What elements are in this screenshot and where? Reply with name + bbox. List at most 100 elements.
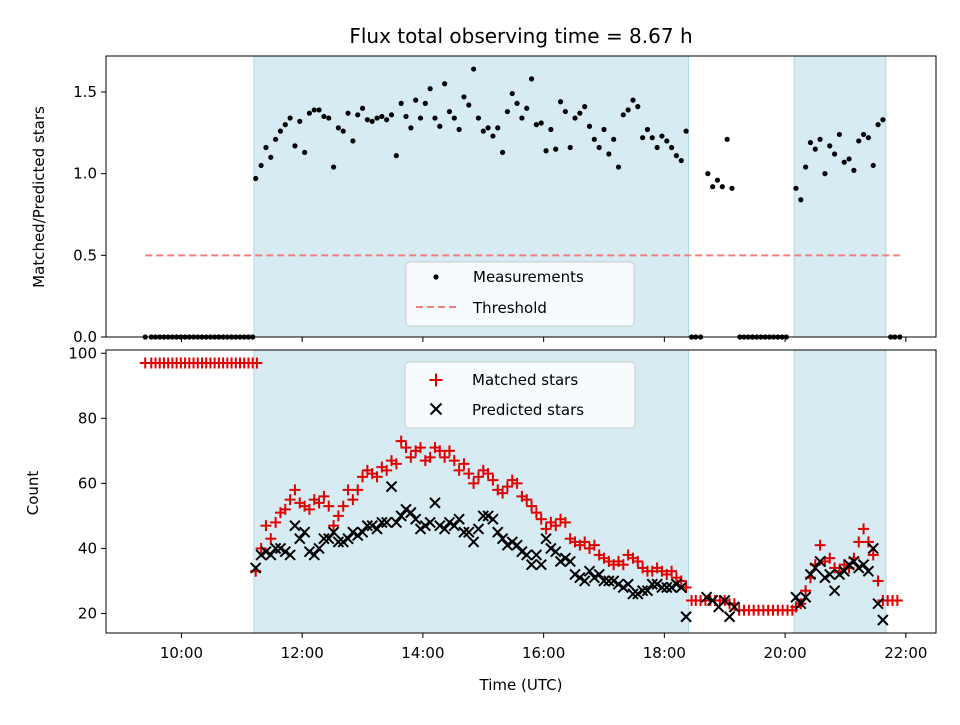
matched-star-marker [458,458,470,470]
bottom-panel: 20 40 60 80 100 10:00 12:00 14:00 16:00 18:00 20:0… [24,344,937,694]
predicted-star-marker [327,526,340,538]
predicted-star-marker-b [409,513,422,525]
predicted-star-marker [347,526,359,538]
predicted-star-marker [438,523,451,535]
measurement-point [475,115,482,121]
predicted-star-marker [843,558,855,571]
matched-star-marker [453,464,465,476]
predicted-star-marker-b [719,594,731,607]
measurement-point [306,110,313,116]
matched-star-marker [390,458,402,470]
matched-star-marker [872,575,884,587]
predicted-star-marker-b [665,581,678,594]
predicted-star-marker [313,542,325,555]
predicted-star-marker [550,545,562,558]
predicted-star-marker-b [617,581,630,594]
top-y-tick-label: 1.0 [73,165,97,183]
predicted-star-marker [607,575,620,587]
predicted-legend-marker [429,402,443,416]
predicted-star-marker-b [627,588,639,600]
measurement-point [437,123,443,129]
predicted-star-marker [838,565,850,577]
predicted-star-marker-b [419,519,432,532]
measurement-point [870,162,876,169]
measurement-point [548,126,554,133]
predicted-star-marker [453,513,465,525]
top-y-tick-label: 1.5 [73,83,97,101]
predicted-star-marker-b [414,523,427,535]
predicted-star-marker [521,549,533,561]
measurement-point [817,136,823,142]
predicted-star-marker-b [249,562,262,574]
measurement-point [413,97,419,103]
predicted-star-marker-b [472,523,485,535]
matched-star-marker [323,500,335,512]
bottom-x-tick-label: 10:00 [160,644,203,662]
matched-star-marker [559,516,571,528]
predicted-star-marker [824,568,836,581]
matched-star-marker [337,500,349,512]
measurement-point [292,143,298,149]
top-axes-frame [105,55,937,338]
matched-star-marker [579,536,591,548]
measurement-point [533,122,539,128]
measurement-point [268,154,274,160]
predicted-star-marker [361,519,374,532]
predicted-star-marker [675,581,687,594]
predicted-star-marker-b [799,591,812,603]
measurement-point [557,99,564,105]
predicted-star-marker [385,480,398,493]
predicted-star-marker [472,523,485,535]
measurement-point [553,146,559,152]
predicted-star-marker [477,510,489,522]
measurement-point [664,138,670,144]
threshold-legend-label: Threshold [472,299,547,317]
predicted-star-marker-b [347,526,359,538]
predicted-star-marker-b [723,611,736,623]
predicted-star-marker-b [395,510,407,522]
matched-star-marker [482,468,494,480]
matched-star-marker [381,464,393,476]
measurement-point [827,143,833,149]
predicted-star-marker-b [332,536,345,548]
measurement-points [142,66,903,340]
predicted-star-marker-b [458,526,470,538]
measurement-point [880,117,886,123]
matched-star-marker [530,507,542,519]
top-legend: Measurements Threshold [405,261,635,327]
measurement-point [369,118,375,124]
measurement-point [582,104,588,110]
matched-star-marker [617,559,629,571]
measurement-point [359,105,366,111]
measurement-point [456,126,462,133]
predicted-star-marker-b [632,588,644,600]
x-axis-label: Time (UTC) [479,676,563,694]
predicted-star-marker [545,542,557,555]
matched-star-marker [463,468,475,480]
predicted-star-marker-b [675,581,687,594]
matched-star-marker [255,542,267,554]
bottom-shaded-region [794,350,886,633]
predicted-star-marker-b [838,565,850,577]
predicted-star-marker [612,578,625,590]
predicted-star-marker-b [429,497,441,509]
predicted-star-marker [501,539,514,551]
measurement-point [705,171,711,177]
predicted-star-marker-b [877,614,889,626]
predicted-star-marker-b [583,565,596,577]
top-y-tick-label: 0.5 [73,246,97,264]
matched-star-marker [800,585,812,597]
predicted-star-marker [289,519,301,532]
matched-star-marker [260,520,272,532]
matched-star-marker [284,494,296,506]
matched-star-marker [666,565,678,577]
predicted-star-marker [814,555,826,568]
predicted-star-marker [564,555,576,568]
measurement-point [543,148,549,154]
matched-star-marker [439,451,451,463]
predicted-star-marker-b [559,552,572,564]
measurement-point [273,136,279,142]
matched-star-marker [535,513,547,525]
predicted-star-marker-b [366,519,378,532]
predicted-star-marker [559,552,572,564]
